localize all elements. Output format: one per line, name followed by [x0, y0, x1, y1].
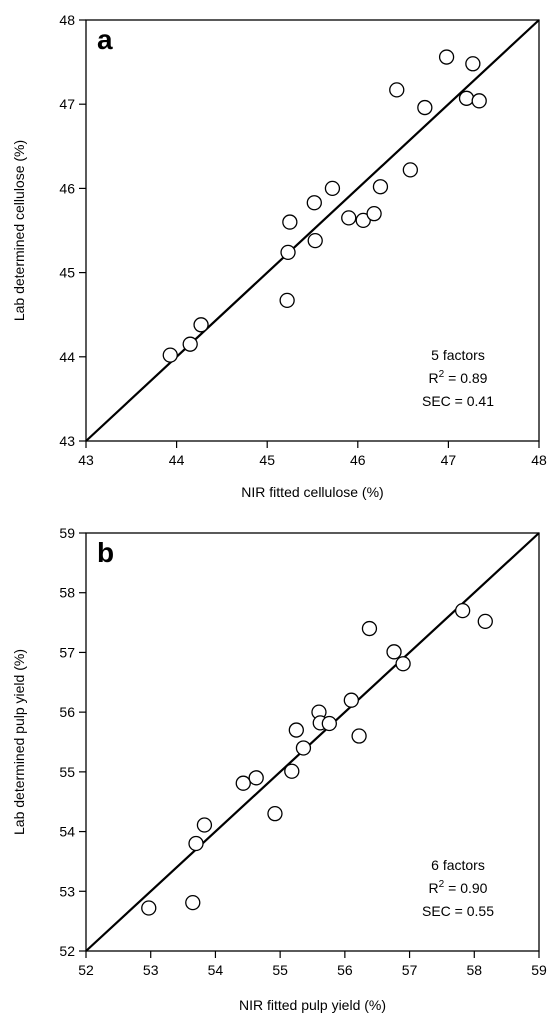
x-tick-label: 43 [78, 452, 94, 468]
data-point [282, 214, 298, 230]
fit-line [85, 19, 540, 442]
plot-frame [85, 19, 540, 442]
plot-frame [85, 532, 540, 952]
stat-r-squared: R2 = 0.89 [429, 369, 488, 386]
x-tick-label: 57 [402, 962, 418, 978]
data-point [361, 620, 378, 637]
y-tick-label: 46 [59, 180, 75, 196]
y-tick-label: 52 [59, 943, 75, 959]
panel-label: a [97, 24, 113, 55]
data-point [162, 347, 178, 363]
data-point [193, 317, 209, 333]
data-point [284, 763, 300, 779]
y-tick-label: 48 [59, 12, 75, 28]
data-point [372, 179, 389, 195]
chart-panel-b: 52 53 54 55 56 57 58 59 52 53 54 55 56 57 58 59 NIR fitt… [11, 525, 547, 1013]
x-tick-label: 58 [466, 962, 482, 978]
x-axis-label: NIR fitted pulp yield (%) [239, 997, 386, 1013]
data-point [295, 740, 312, 756]
data-point [351, 728, 367, 744]
y-tick-label: 54 [59, 824, 75, 840]
data-point [341, 210, 357, 226]
x-tick-label: 54 [208, 962, 224, 978]
data-point [185, 894, 201, 911]
data-point [458, 90, 475, 106]
stat-factors: 6 factors [431, 857, 485, 873]
y-tick-label: 57 [59, 644, 75, 660]
data-point [417, 99, 433, 116]
fit-line [85, 532, 540, 952]
data-point [438, 49, 455, 65]
data-point [454, 602, 471, 619]
y-tick-label: 55 [59, 764, 75, 780]
y-tick-label: 58 [59, 585, 75, 601]
data-point [306, 195, 322, 211]
data-point [307, 232, 323, 249]
data-point [343, 692, 359, 708]
stat-sec: SEC = 0.41 [422, 393, 494, 409]
data-point [279, 292, 295, 309]
x-tick-label: 55 [272, 962, 288, 978]
data-point [324, 180, 341, 197]
panel-label: b [97, 537, 114, 568]
data-point [235, 775, 251, 791]
x-tick-label: 45 [259, 452, 275, 468]
y-tick-label: 44 [59, 349, 75, 365]
x-tick-label: 48 [531, 452, 547, 468]
data-point [188, 835, 204, 852]
data-point [389, 82, 405, 98]
data-point [141, 900, 157, 916]
data-point [395, 656, 411, 672]
y-tick-label: 43 [59, 433, 75, 449]
data-point [248, 770, 264, 786]
data-point [196, 817, 213, 833]
stat-factors: 5 factors [431, 347, 485, 363]
data-point [280, 244, 296, 261]
data-point [366, 206, 382, 222]
chart-panel-a: 43 44 45 46 47 48 43 44 45 46 47 48 NIR fitted cellu… [11, 12, 547, 500]
y-tick-label: 53 [59, 883, 75, 899]
x-tick-label: 53 [143, 962, 159, 978]
y-tick-label: 56 [59, 704, 75, 720]
data-point [321, 715, 337, 732]
data-point [402, 162, 418, 178]
x-tick-label: 44 [169, 452, 185, 468]
x-tick-label: 52 [78, 962, 94, 978]
data-point [267, 806, 283, 822]
y-tick-label: 59 [59, 525, 75, 541]
data-point [386, 644, 402, 660]
y-axis-label: Lab determined cellulose (%) [11, 140, 27, 321]
stat-sec: SEC = 0.55 [422, 903, 494, 919]
data-point [477, 613, 493, 630]
x-tick-label: 47 [441, 452, 457, 468]
data-point [465, 56, 481, 72]
x-tick-label: 46 [350, 452, 366, 468]
data-point [471, 93, 487, 109]
data-point [355, 212, 371, 229]
x-tick-label: 56 [337, 962, 353, 978]
x-axis-label: NIR fitted cellulose (%) [241, 484, 383, 500]
stat-r-squared: R2 = 0.90 [429, 879, 488, 896]
data-point [182, 336, 198, 352]
y-axis-label: Lab determined pulp yield (%) [11, 649, 27, 835]
y-tick-label: 45 [59, 265, 75, 281]
x-tick-label: 59 [531, 962, 547, 978]
y-tick-label: 47 [59, 96, 75, 112]
data-point [288, 722, 304, 738]
